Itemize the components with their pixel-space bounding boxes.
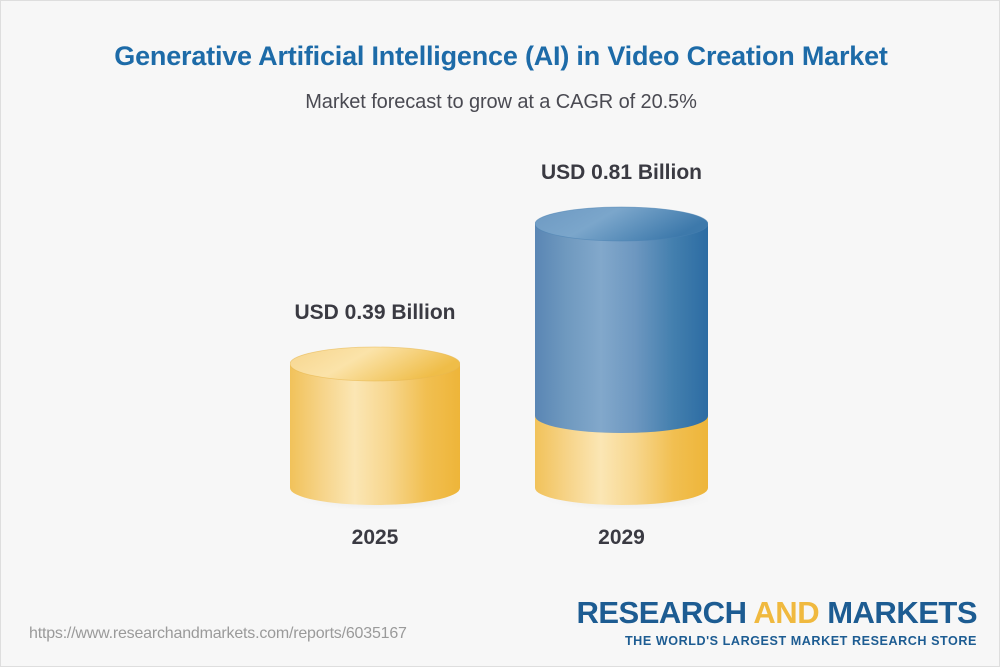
cylinder-2025 bbox=[289, 346, 466, 511]
bar-category-label-2029: 2029 bbox=[598, 526, 645, 549]
source-url[interactable]: https://www.researchandmarkets.com/repor… bbox=[29, 625, 407, 642]
cylinder-2029-svg bbox=[534, 206, 714, 511]
cylinder-2029-top-cap bbox=[535, 207, 708, 241]
cylinder-2025-top-cap bbox=[290, 347, 460, 381]
brand-logo: RESEARCH AND MARKETS THE WORLD'S LARGEST… bbox=[576, 597, 977, 648]
page-subtitle: Market forecast to grow at a CAGR of 20.… bbox=[305, 91, 697, 113]
bar-value-label-2029: USD 0.81 Billion bbox=[540, 161, 703, 184]
cylinder-2025-svg bbox=[289, 346, 466, 511]
cylinder-2029-segment-growth bbox=[535, 224, 708, 433]
page-title: Generative Artificial Intelligence (AI) … bbox=[114, 41, 888, 71]
bar-value-label-2025: USD 0.39 Billion bbox=[294, 301, 456, 324]
cylinder-2029-segment-base bbox=[535, 416, 708, 505]
bar-category-label-2025: 2025 bbox=[351, 526, 399, 549]
brand-name-part1: RESEARCH bbox=[576, 595, 747, 631]
brand-tagline: THE WORLD'S LARGEST MARKET RESEARCH STOR… bbox=[624, 634, 977, 649]
cylinder-2025-body bbox=[290, 364, 460, 505]
brand-name: RESEARCH AND MARKETS bbox=[576, 597, 977, 628]
brand-name-part2: AND bbox=[753, 595, 820, 631]
chart-plot-area: USD 0.39 Billion bbox=[1, 1, 999, 601]
brand-name-part3: MARKETS bbox=[827, 595, 977, 631]
cylinder-2029 bbox=[534, 206, 714, 511]
